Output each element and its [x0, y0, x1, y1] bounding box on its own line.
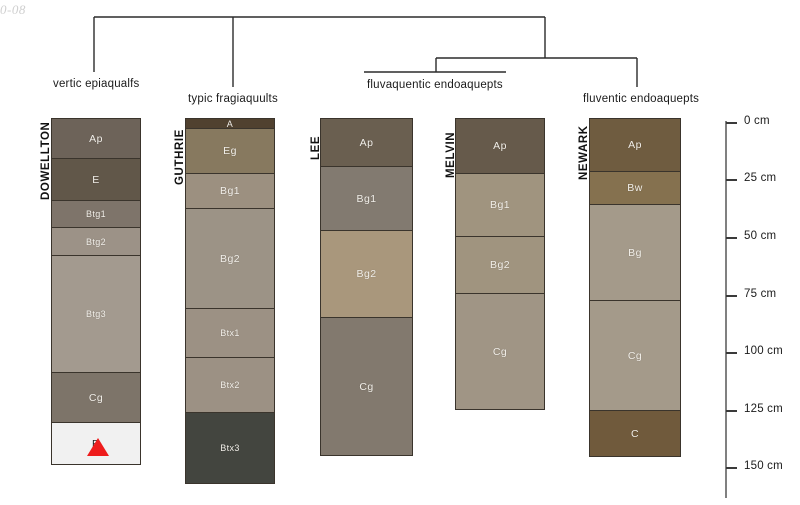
soil-horizon[interactable]: Btx2 — [186, 358, 274, 413]
depth-axis: 0 cm 25 cm 50 cm 75 cm 100 cm 125 cm 150 cm — [700, 100, 800, 500]
soil-horizon-label: Btx3 — [220, 443, 240, 453]
soil-horizon-label: A — [226, 119, 234, 129]
soil-profile-box: Ap Bw Bg Cg C — [589, 118, 681, 457]
soil-horizon-label: Ap — [493, 140, 507, 152]
soil-horizon-label: Cg — [627, 349, 643, 362]
soil-horizon-label: E — [92, 173, 100, 186]
soil-horizon[interactable]: Ap — [52, 119, 140, 159]
soil-horizon[interactable]: C — [590, 411, 680, 456]
soil-horizon-label: Ap — [359, 136, 374, 149]
soil-horizon-label: Bg1 — [356, 192, 377, 205]
soil-horizon-label: Cg — [88, 391, 104, 404]
soil-horizon[interactable]: Btg3 — [52, 256, 140, 373]
depth-tick-label: 0 cm — [744, 115, 770, 127]
soil-horizon[interactable]: Cg — [52, 373, 140, 423]
taxonomy-label: fluventic endoaquepts — [583, 93, 700, 105]
soil-horizon[interactable]: Bg — [590, 205, 680, 301]
depth-axis-line — [725, 121, 727, 498]
soil-horizon-label: Bg1 — [220, 185, 240, 197]
taxonomy-label: fluvaquentic endoaquepts — [367, 79, 503, 91]
soil-horizon[interactable]: Bg1 — [321, 167, 412, 231]
depth-tick-label: 75 cm — [744, 288, 777, 300]
soil-horizon[interactable]: Bg2 — [456, 237, 544, 294]
soil-horizon-label: Cg — [359, 380, 374, 393]
soil-horizon[interactable]: Cg — [456, 294, 544, 409]
red-triangle-marker-icon — [87, 438, 109, 456]
soil-horizon[interactable]: Bg2 — [186, 209, 274, 309]
soil-horizon[interactable]: Ap — [590, 119, 680, 172]
soil-horizon-label: Bg1 — [490, 199, 510, 211]
soil-horizon[interactable]: Btx3 — [186, 413, 274, 483]
soil-horizon-label: Bg2 — [490, 259, 510, 271]
soil-horizon[interactable]: Cg — [590, 301, 680, 411]
soil-horizon[interactable]: Btx1 — [186, 309, 274, 358]
soil-horizon[interactable]: Ap — [456, 119, 544, 174]
depth-tick-label: 50 cm — [744, 230, 777, 242]
soil-horizon[interactable]: Bg2 — [321, 231, 412, 318]
depth-tick-label: 125 cm — [744, 403, 783, 415]
depth-tick-label: 100 cm — [744, 345, 783, 357]
depth-tick-marks — [726, 122, 737, 469]
soil-horizon[interactable]: Eg — [186, 129, 274, 174]
depth-tick-label: 25 cm — [744, 172, 777, 184]
depth-tick-label: 150 cm — [744, 460, 783, 472]
soil-horizon[interactable]: Cg — [321, 318, 412, 455]
soil-horizon[interactable]: Bw — [590, 172, 680, 205]
soil-horizon-label: Btx1 — [220, 328, 240, 338]
soil-horizon-label: Bg2 — [356, 268, 377, 280]
soil-horizon-label: Btx2 — [220, 380, 240, 390]
soil-horizon[interactable]: Btg2 — [52, 228, 140, 256]
soil-horizon-label: Ap — [628, 139, 642, 151]
watermark-text: 0-08 — [0, 2, 26, 17]
soil-horizon-label: Bg — [628, 246, 642, 259]
soil-profile-box: Ap E Btg1 Btg2 Btg3 Cg R — [51, 118, 141, 465]
soil-horizon-label: Btg2 — [85, 236, 107, 247]
soil-horizon-label: Ap — [89, 132, 103, 145]
soil-horizon-label: Bw — [627, 182, 643, 194]
soil-profile-box: A Eg Bg1 Bg2 Btx1 Btx2 Btx3 — [185, 118, 275, 484]
soil-horizon[interactable]: Bg1 — [186, 174, 274, 209]
soil-horizon-label: Btg3 — [85, 309, 107, 319]
soil-horizon-label: C — [631, 427, 639, 440]
soil-profile-box: Ap Bg1 Bg2 Cg — [455, 118, 545, 410]
soil-horizon-label: Bg2 — [220, 252, 240, 265]
soil-horizon[interactable]: E — [52, 159, 140, 201]
soil-horizon-label: Eg — [223, 145, 237, 157]
taxonomy-dendrogram — [93, 16, 638, 87]
taxonomy-label: vertic epiaqualfs — [53, 78, 140, 90]
soil-horizon[interactable]: Ap — [321, 119, 412, 167]
soil-horizon-label: Cg — [492, 345, 508, 358]
soil-horizon[interactable]: Bg1 — [456, 174, 544, 237]
soil-horizon[interactable]: Btg1 — [52, 201, 140, 228]
soil-profile-box: Ap Bg1 Bg2 Cg — [320, 118, 413, 456]
soil-horizon-label: Btg1 — [85, 209, 107, 219]
taxonomy-label: typic fragiaquults — [188, 93, 278, 105]
soil-horizon[interactable]: A — [186, 119, 274, 129]
